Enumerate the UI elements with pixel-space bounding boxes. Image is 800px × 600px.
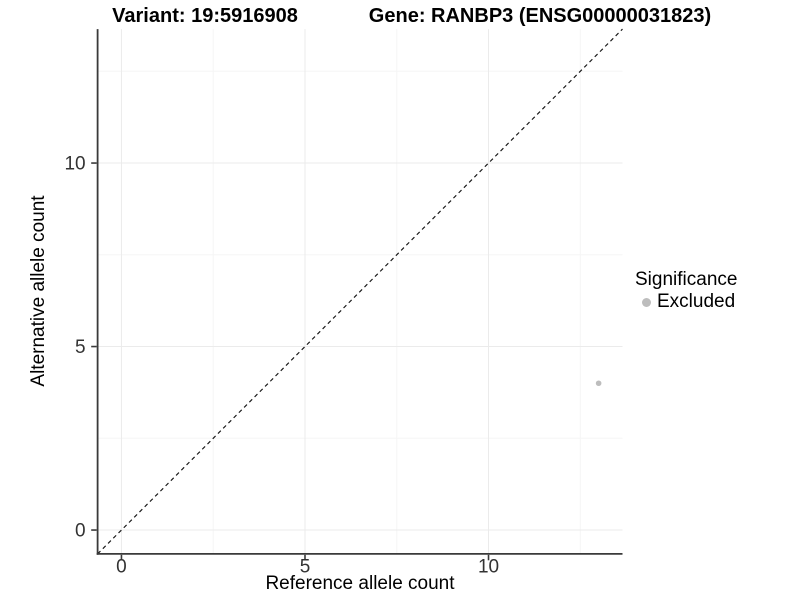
x-axis-title: Reference allele count [265, 573, 455, 594]
grid-major [97, 29, 623, 554]
x-tick-label: 0 [116, 556, 127, 577]
gene-title: Gene: RANBP3 (ENSG00000031823) [368, 5, 712, 27]
y-tick-label: 5 [75, 337, 86, 358]
grid-minor [97, 29, 623, 554]
x-tick-label: 10 [478, 556, 499, 577]
y-axis-title: Alternative allele count [28, 195, 49, 387]
legend-item-excluded: Excluded [635, 291, 737, 313]
data-point [595, 380, 602, 387]
x-axis-ticks: 0 5 10 [116, 554, 499, 577]
x-tick-label: 5 [300, 556, 311, 577]
legend-title: Significance [635, 269, 738, 290]
y-tick-label: 10 [64, 154, 85, 175]
identity-line [97, 28, 623, 555]
legend-key-dot [642, 297, 651, 307]
y-tick-label: 0 [75, 521, 86, 542]
legend: Significance Excluded [635, 268, 737, 313]
legend-item-label: Excluded [657, 291, 736, 312]
data-points [595, 380, 602, 387]
axis-lines [96, 29, 623, 555]
variant-title: Variant: 19:5916908 [112, 5, 298, 27]
y-axis-ticks: 0 5 10 [64, 154, 97, 542]
